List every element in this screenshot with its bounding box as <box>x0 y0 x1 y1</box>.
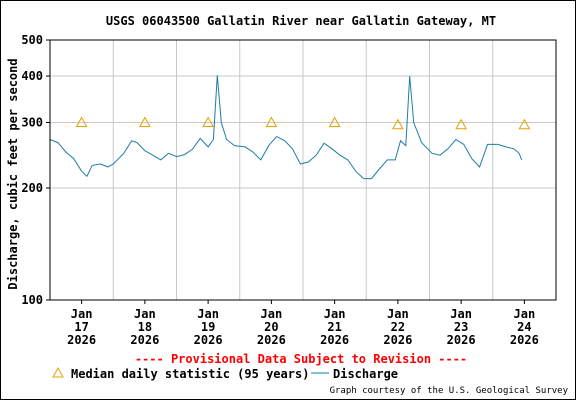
x-tick-label: Jan <box>261 307 283 321</box>
x-tick-label: 2026 <box>320 333 349 347</box>
y-tick-label: 400 <box>21 69 43 83</box>
x-tick-label: Jan <box>514 307 536 321</box>
plot-area-border <box>49 39 557 301</box>
courtesy-note: Graph courtesy of the U.S. Geological Su… <box>330 386 569 396</box>
y-tick-label: 100 <box>21 293 43 307</box>
y-tick-label: 500 <box>21 33 43 47</box>
y-tick-labels: 100 200 300 400 500 <box>21 33 43 307</box>
median-marker <box>455 118 467 130</box>
legend-median-triangle-icon <box>52 366 64 378</box>
data-series <box>49 75 531 180</box>
x-tick-label: 17 <box>74 320 88 334</box>
y-tick-label: 300 <box>21 116 43 130</box>
median-marker <box>202 116 214 128</box>
x-tick-label: Jan <box>134 307 156 321</box>
y-axis-label: Discharge, cubic feet per second <box>6 58 20 289</box>
x-tick-label: 2026 <box>194 333 223 347</box>
provisional-notice: ---- Provisional Data Subject to Revisio… <box>135 352 467 366</box>
median-marker <box>139 116 151 128</box>
x-tick-label: 19 <box>201 320 215 334</box>
x-tick-label: Jan <box>450 307 472 321</box>
x-tick-label: 2026 <box>510 333 539 347</box>
median-marker <box>265 116 278 128</box>
x-tick-label: 2026 <box>383 333 412 347</box>
x-tick-label: Jan <box>71 307 93 321</box>
x-tick-label: 20 <box>264 320 278 334</box>
x-tick-label: 24 <box>517 320 531 334</box>
y-tick-label: 200 <box>21 181 43 195</box>
legend-discharge-label: Discharge <box>333 367 398 381</box>
grid-lines <box>46 39 556 304</box>
x-tick-labels: Jan172026Jan182026Jan192026Jan202026Jan2… <box>67 307 539 347</box>
x-tick-label: 23 <box>454 320 468 334</box>
median-marker <box>328 116 341 128</box>
legend-median-label: Median daily statistic (95 years) <box>71 367 309 381</box>
median-marker <box>75 116 88 128</box>
x-tick-label: 22 <box>391 320 405 334</box>
discharge-line <box>49 75 523 180</box>
x-tick-label: 21 <box>327 320 341 334</box>
x-tick-label: Jan <box>197 307 219 321</box>
x-tick-label: Jan <box>387 307 409 321</box>
legend: Median daily statistic (95 years) Discha… <box>52 366 398 381</box>
x-tick-label: Jan <box>324 307 346 321</box>
x-tick-label: 2026 <box>67 333 96 347</box>
median-marker <box>392 118 404 130</box>
x-tick-label: 2026 <box>257 333 286 347</box>
median-marker <box>518 118 531 130</box>
x-tick-label: 2026 <box>130 333 159 347</box>
chart-title: USGS 06043500 Gallatin River near Gallat… <box>106 14 496 28</box>
x-tick-label: 2026 <box>447 333 476 347</box>
x-tick-label: 18 <box>138 320 152 334</box>
